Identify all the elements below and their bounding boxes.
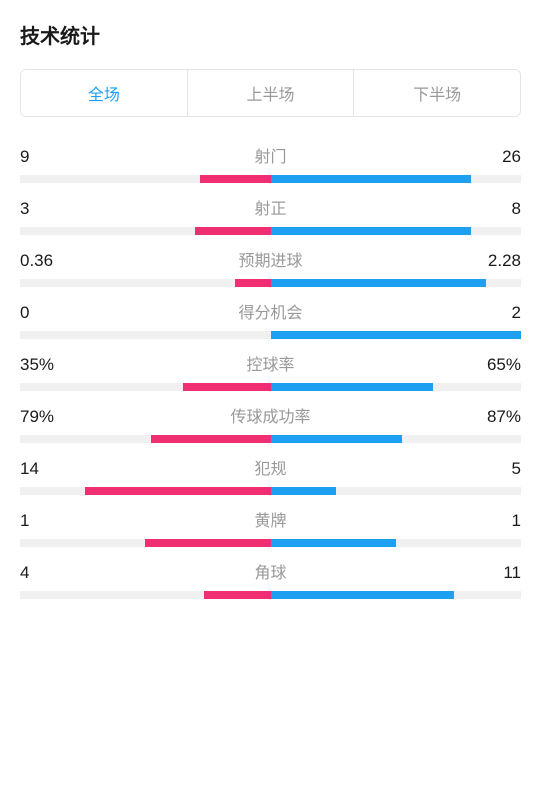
stat-bar-track bbox=[20, 331, 521, 339]
stat-header: 35% 控球率 65% bbox=[20, 351, 521, 375]
stat-value-right: 1 bbox=[471, 511, 521, 531]
stat-label: 传球成功率 bbox=[230, 403, 310, 427]
tab-full[interactable]: 全场 bbox=[21, 70, 188, 116]
stat-header: 0.36 预期进球 2.28 bbox=[20, 247, 521, 271]
tab-first-half[interactable]: 上半场 bbox=[188, 70, 355, 116]
stat-row: 3 射正 8 bbox=[20, 185, 521, 235]
stat-bar-track bbox=[20, 175, 521, 183]
stat-bar-right bbox=[271, 175, 471, 183]
stat-value-right: 87% bbox=[471, 407, 521, 427]
stat-bar-left bbox=[235, 279, 270, 287]
stat-bar-track bbox=[20, 435, 521, 443]
stat-value-left: 4 bbox=[20, 563, 70, 583]
stat-bar-left bbox=[85, 487, 270, 495]
stat-bar-left bbox=[204, 591, 271, 599]
stat-header: 4 角球 11 bbox=[20, 559, 521, 583]
stat-bar-right bbox=[271, 227, 471, 235]
page-title: 技术统计 bbox=[20, 20, 521, 49]
stat-row: 0.36 预期进球 2.28 bbox=[20, 237, 521, 287]
stat-header: 0 得分机会 2 bbox=[20, 299, 521, 323]
stat-bar-track bbox=[20, 383, 521, 391]
stat-bar-right bbox=[271, 331, 522, 339]
stat-label: 黄牌 bbox=[254, 507, 286, 531]
stat-value-left: 3 bbox=[20, 199, 70, 219]
stat-value-right: 26 bbox=[471, 147, 521, 167]
stat-label: 预期进球 bbox=[238, 247, 302, 271]
stat-row: 9 射门 26 bbox=[20, 133, 521, 183]
stat-row: 79% 传球成功率 87% bbox=[20, 393, 521, 443]
stat-header: 79% 传球成功率 87% bbox=[20, 403, 521, 427]
stat-row: 14 犯规 5 bbox=[20, 445, 521, 495]
stat-value-right: 2 bbox=[471, 303, 521, 323]
tab-second-half[interactable]: 下半场 bbox=[354, 70, 520, 116]
stat-bar-right bbox=[271, 279, 486, 287]
stat-label: 控球率 bbox=[246, 351, 294, 375]
stat-bar-right bbox=[271, 591, 455, 599]
stats-panel: 技术统计 全场 上半场 下半场 9 射门 26 3 射正 8 0.36 预期进球 2.28 0 得分… bbox=[0, 0, 541, 599]
stat-value-right: 8 bbox=[471, 199, 521, 219]
stat-value-left: 1 bbox=[20, 511, 70, 531]
stat-label: 射门 bbox=[254, 143, 286, 167]
stat-bar-track bbox=[20, 227, 521, 235]
stat-bar-left bbox=[195, 227, 270, 235]
stat-bar-right bbox=[271, 435, 402, 443]
stat-bar-left bbox=[200, 175, 270, 183]
stat-header: 1 黄牌 1 bbox=[20, 507, 521, 531]
stat-row: 4 角球 11 bbox=[20, 549, 521, 599]
stat-value-right: 2.28 bbox=[471, 251, 521, 271]
stat-bar-right bbox=[271, 487, 336, 495]
stat-header: 9 射门 26 bbox=[20, 143, 521, 167]
stat-value-right: 5 bbox=[471, 459, 521, 479]
stat-value-right: 11 bbox=[471, 563, 521, 583]
stat-label: 射正 bbox=[254, 195, 286, 219]
stat-bar-right bbox=[271, 383, 434, 391]
period-tabs: 全场 上半场 下半场 bbox=[20, 69, 521, 117]
stat-row: 1 黄牌 1 bbox=[20, 497, 521, 547]
stat-label: 角球 bbox=[254, 559, 286, 583]
stat-value-left: 79% bbox=[20, 407, 70, 427]
stat-value-right: 65% bbox=[471, 355, 521, 375]
stat-bar-right bbox=[271, 539, 396, 547]
stat-value-left: 9 bbox=[20, 147, 70, 167]
stat-header: 3 射正 8 bbox=[20, 195, 521, 219]
stat-header: 14 犯规 5 bbox=[20, 455, 521, 479]
stat-bar-track bbox=[20, 487, 521, 495]
stat-value-left: 0 bbox=[20, 303, 70, 323]
stat-bar-left bbox=[151, 435, 270, 443]
stat-value-left: 0.36 bbox=[20, 251, 70, 271]
stat-bar-track bbox=[20, 591, 521, 599]
stat-row: 0 得分机会 2 bbox=[20, 289, 521, 339]
stat-row: 35% 控球率 65% bbox=[20, 341, 521, 391]
stat-bar-track bbox=[20, 539, 521, 547]
stat-value-left: 35% bbox=[20, 355, 70, 375]
stats-list: 9 射门 26 3 射正 8 0.36 预期进球 2.28 0 得分机会 2 35% 控球率 65% 79% 传… bbox=[20, 133, 521, 599]
stat-label: 犯规 bbox=[254, 455, 286, 479]
stat-bar-track bbox=[20, 279, 521, 287]
stat-label: 得分机会 bbox=[238, 299, 302, 323]
stat-value-left: 14 bbox=[20, 459, 70, 479]
stat-bar-left bbox=[145, 539, 270, 547]
stat-bar-left bbox=[183, 383, 271, 391]
